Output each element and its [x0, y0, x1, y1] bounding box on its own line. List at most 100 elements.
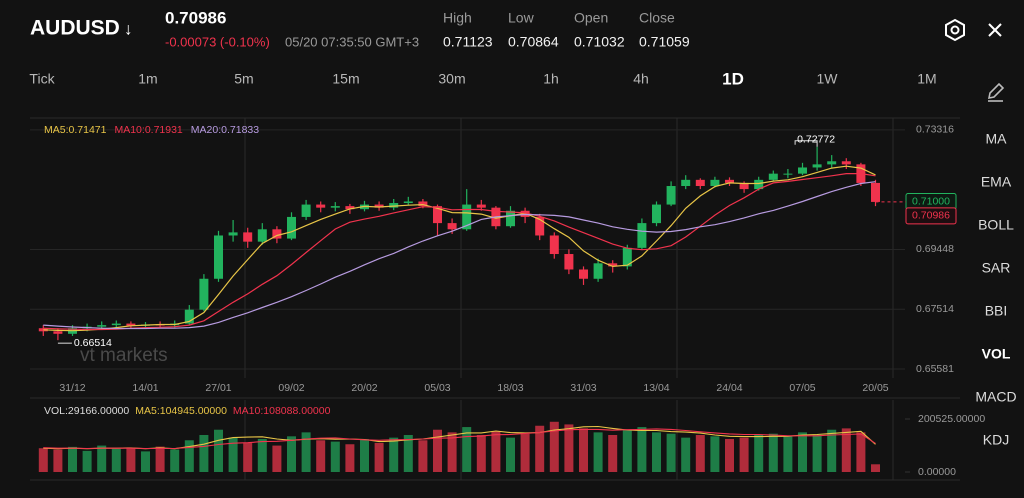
close-icon[interactable]	[988, 23, 1002, 37]
volume-bar	[549, 421, 559, 472]
volume-bar	[462, 427, 472, 472]
volume-bar	[141, 451, 150, 472]
stat-label: Low	[508, 10, 535, 26]
indicator-tab[interactable]: KDJ	[983, 432, 1009, 448]
volume-bar	[111, 448, 121, 472]
stat-label: High	[443, 10, 472, 26]
volume-bar	[330, 441, 340, 472]
chart-frame	[30, 117, 960, 481]
timeframe-tab[interactable]: Tick	[29, 71, 55, 87]
legend-entry: MA10:0.71931	[114, 124, 182, 136]
candle-body	[447, 223, 457, 230]
candle-body	[214, 235, 223, 279]
candle-body	[725, 179, 734, 183]
volume-bar	[68, 446, 77, 472]
candle-body	[316, 204, 326, 208]
x-tick-label: 13/04	[643, 382, 669, 394]
indicator-tab[interactable]: BBI	[985, 303, 1008, 319]
candle-body	[798, 167, 807, 174]
candle-body	[257, 229, 267, 242]
y-tick-label: 0.65581	[916, 363, 954, 375]
candle-body	[535, 216, 545, 236]
volume-bar	[856, 432, 866, 472]
volume-bar	[170, 449, 180, 472]
candle-body	[549, 235, 559, 255]
volume-bar	[506, 437, 515, 472]
x-tick-label: 31/03	[570, 382, 596, 394]
candle-body	[287, 216, 296, 239]
volume-bar	[812, 434, 822, 472]
volume-bar	[257, 438, 267, 472]
volume-bar	[768, 433, 778, 472]
x-tick-label: 31/12	[59, 382, 85, 394]
candle-body	[739, 182, 749, 190]
volume-bar	[535, 425, 545, 472]
volume-bar	[53, 449, 63, 472]
volume-bar	[476, 434, 486, 472]
x-tick-label: 07/05	[789, 382, 815, 394]
candle-body	[768, 173, 778, 180]
volume-bar	[783, 436, 793, 472]
stat-value: 0.70864	[508, 34, 559, 50]
timeframe-tab[interactable]: 5m	[234, 71, 253, 87]
candle-body	[97, 325, 107, 327]
stat-value: 0.71059	[639, 34, 690, 50]
volume-bar	[155, 446, 165, 472]
candle-body	[53, 331, 63, 334]
indicator-tab-active[interactable]: VOL	[982, 346, 1011, 362]
stat-label: Open	[574, 10, 608, 26]
draw-tool-icon[interactable]	[987, 82, 1005, 102]
indicator-tab[interactable]: BOLL	[978, 217, 1014, 233]
timeframe-tab[interactable]: 1M	[917, 71, 936, 87]
indicator-tab[interactable]: SAR	[982, 260, 1011, 276]
volume-bar	[593, 432, 603, 472]
x-tick-label: 18/03	[497, 382, 523, 394]
legend-entry: MA20:0.71833	[191, 124, 259, 136]
timeframe-tab-active[interactable]: 1D	[722, 69, 744, 88]
candle-body	[593, 263, 603, 279]
indicator-tab[interactable]: MA	[986, 131, 1008, 147]
volume-bar	[491, 431, 501, 472]
volume-bar	[725, 438, 734, 472]
symbol[interactable]: AUDUSD	[30, 17, 120, 40]
legend-entry: MA10:108088.00000	[233, 405, 331, 417]
indicator-tab[interactable]: MACD	[975, 389, 1016, 405]
volume-bar	[447, 432, 457, 472]
timeframe-tab[interactable]: 4h	[633, 71, 649, 87]
volume-bar	[710, 436, 720, 472]
volume-bar	[316, 440, 326, 472]
volume-bar	[681, 437, 691, 472]
timeframe-tab[interactable]: 15m	[332, 71, 359, 87]
candle-body	[111, 323, 121, 326]
candle-body	[403, 201, 413, 204]
candle-body	[243, 232, 253, 242]
candle-body	[418, 201, 428, 207]
low-label: 0.66514	[74, 337, 112, 349]
candle-body	[184, 309, 194, 324]
volume-bar	[199, 434, 209, 472]
timeframe-tab[interactable]: 1W	[817, 71, 839, 87]
timeframe-tab[interactable]: 1m	[138, 71, 157, 87]
y-tick-label: 0.69448	[916, 243, 954, 255]
candle-body	[330, 206, 340, 208]
high-marker-line	[794, 140, 818, 147]
timeframe-tab[interactable]: 30m	[438, 71, 465, 87]
candle-body	[841, 161, 851, 165]
timeframe-tab[interactable]: 1h	[543, 71, 559, 87]
volume-bar	[841, 428, 851, 472]
volume-bar	[798, 432, 807, 472]
volume-bar	[301, 432, 311, 472]
volume-bar	[622, 429, 632, 472]
candle-body	[652, 204, 661, 224]
settings-icon[interactable]	[945, 18, 965, 42]
volume-bar	[287, 436, 296, 472]
candle-body	[710, 179, 720, 187]
indicator-tab[interactable]: EMA	[981, 174, 1012, 190]
candle-body	[126, 323, 136, 326]
volume-bar	[652, 432, 661, 472]
candle-body	[637, 223, 647, 248]
watermark: vt markets	[80, 345, 168, 366]
volume-bar	[637, 427, 647, 472]
